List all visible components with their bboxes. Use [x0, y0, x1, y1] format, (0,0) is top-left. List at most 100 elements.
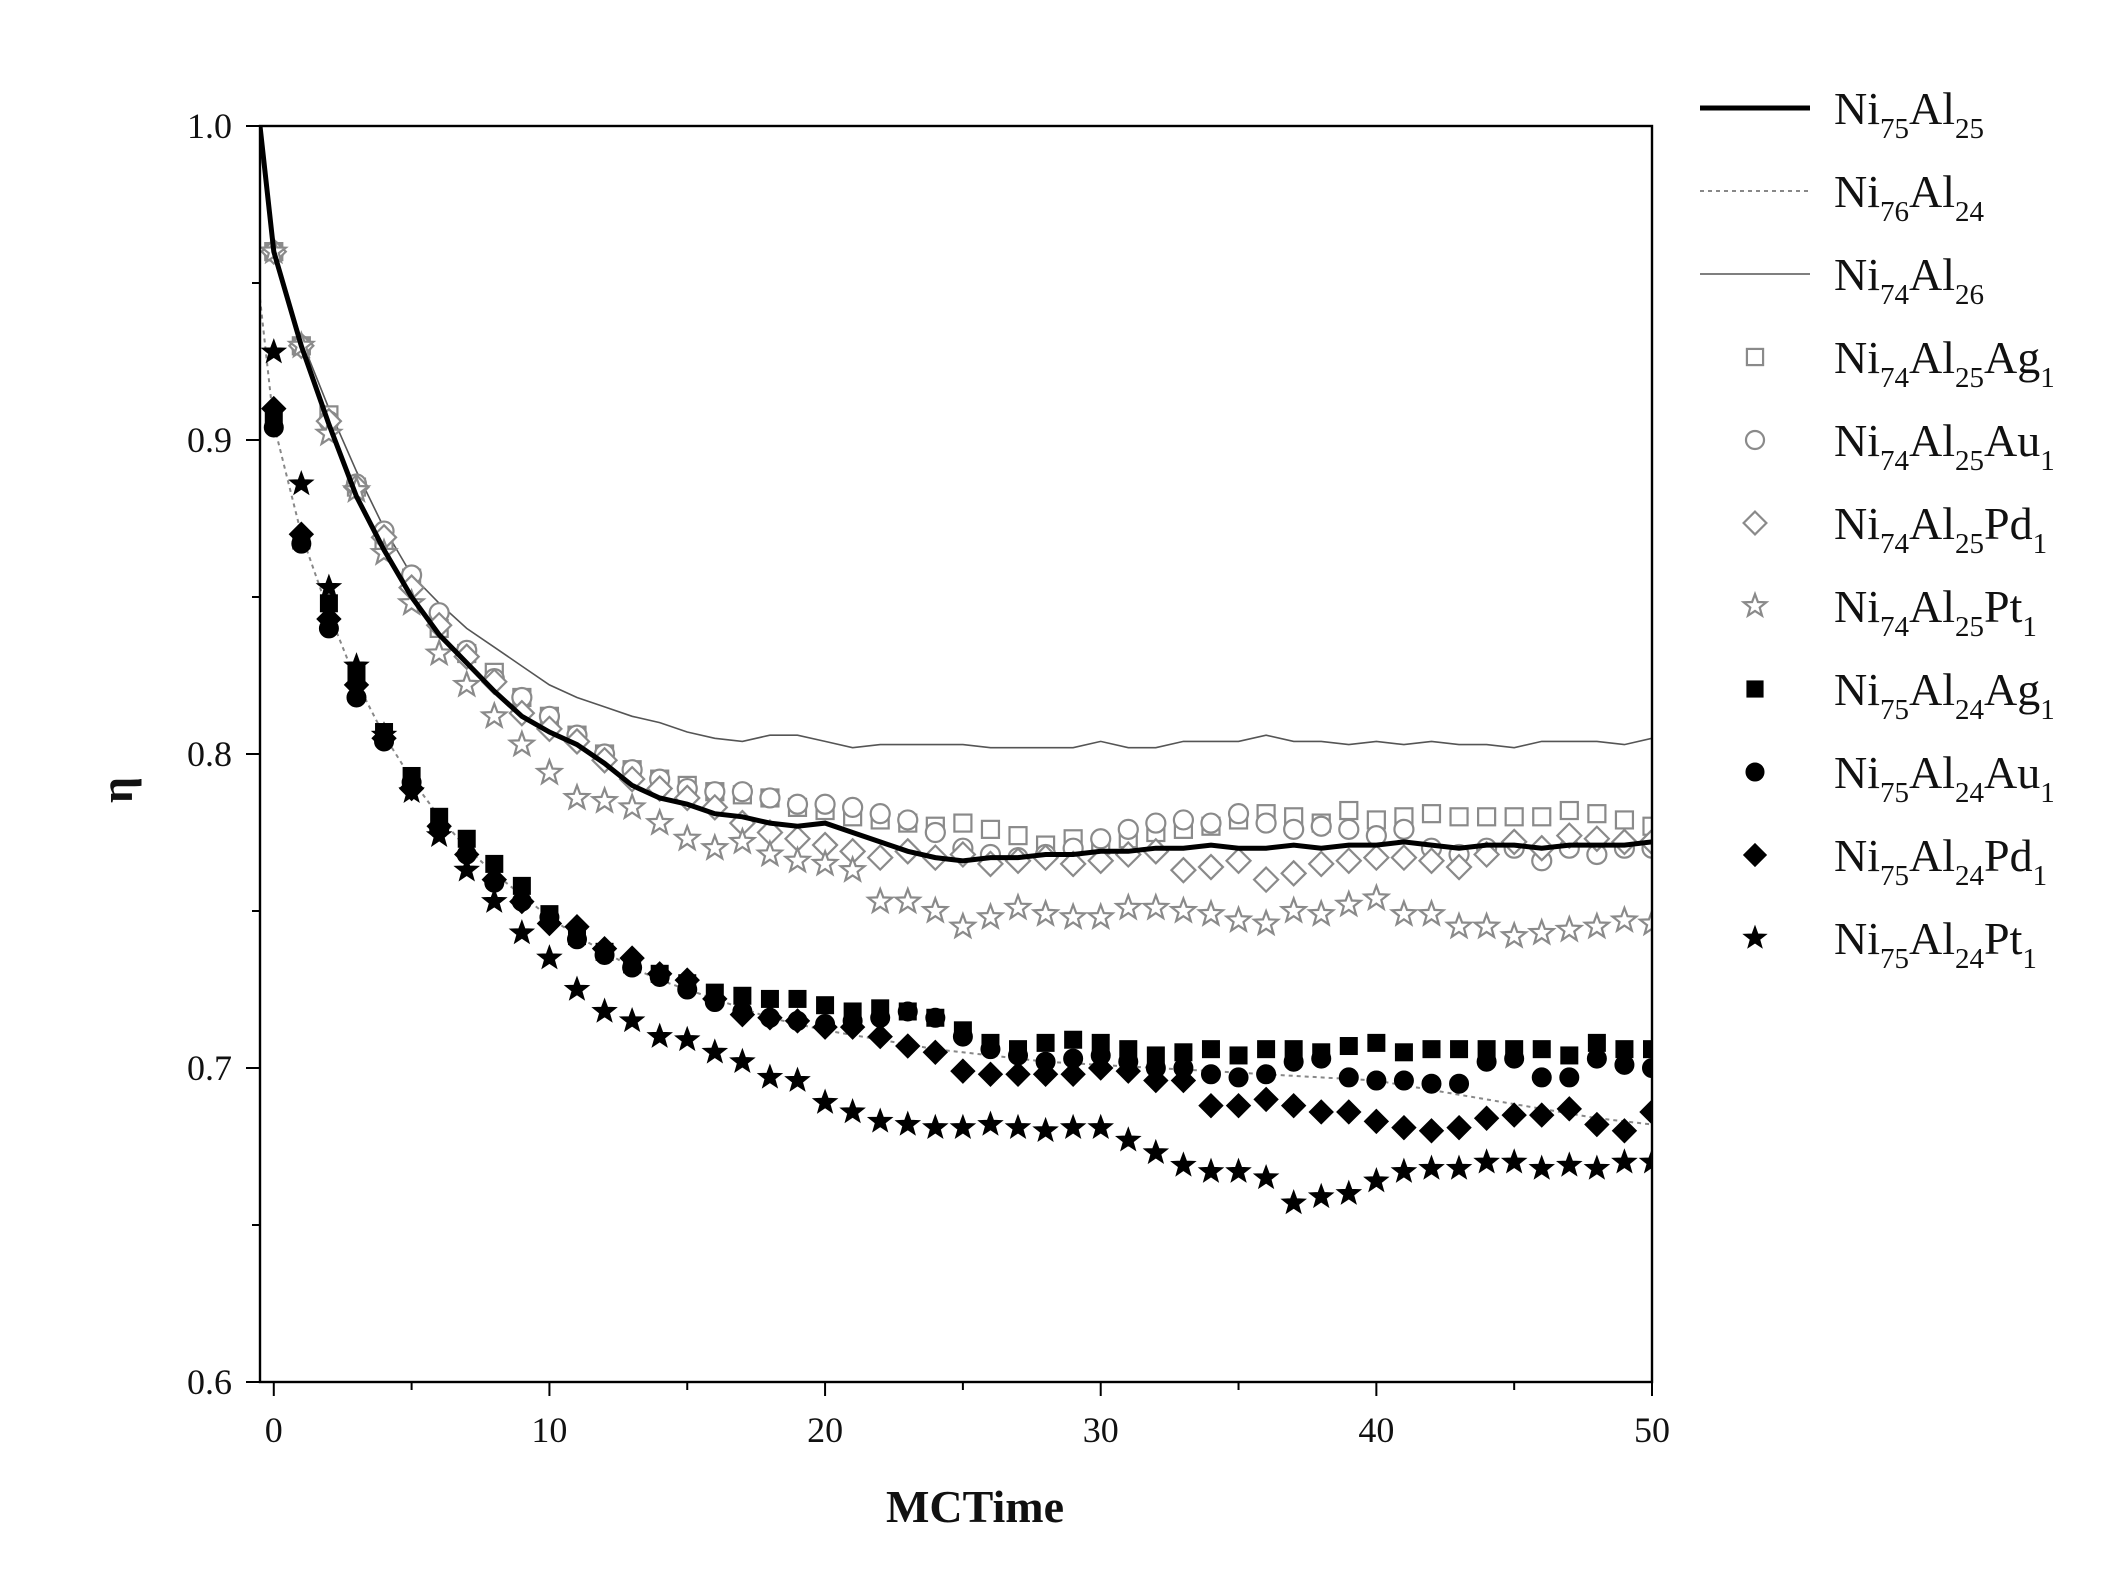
data-point-ni75al24pt1-14 [646, 1022, 673, 1048]
data-point-ni75al24au1-25 [952, 1026, 973, 1047]
data-point-ni74al25pt1-37 [1278, 895, 1309, 924]
data-point-ni75al24au1-37 [1283, 1051, 1304, 1072]
data-point-ni74al25pt1-23 [892, 885, 923, 915]
data-point-ni75al24pd1-47 [1556, 1096, 1583, 1122]
data-point-ni75al24ag1-34 [1201, 1040, 1220, 1059]
data-point-ni74al25pt1-7 [451, 669, 482, 698]
data-point-ni74al25au1-30 [1090, 828, 1112, 850]
data-point-ni74al25pt1-29 [1058, 901, 1089, 930]
data-point-ni74al25pt1-8 [479, 700, 510, 729]
data-point-ni74al25au1-17 [731, 781, 753, 803]
x-tick-label-50: 50 [1634, 1410, 1670, 1450]
data-point-ni75al24au1-26 [980, 1039, 1001, 1060]
data-point-ni75al24pt1-19 [784, 1066, 811, 1092]
axes: 0 10 20 30 40 50 0.6 0.7 0.8 0.9 1.0 [187, 106, 1670, 1450]
data-point-ni75al24pd1-17 [729, 1001, 756, 1028]
data-point-ni75al24pt1-24 [922, 1113, 949, 1139]
legend-marker-ni75al24pt1 [1742, 924, 1768, 949]
data-point-ni74al25pd1-33 [1169, 856, 1197, 884]
data-point-ni74al25pt1-12 [589, 785, 620, 814]
legend-marker-ni74al25ag1 [1745, 347, 1765, 367]
data-point-ni75al24pt1-11 [563, 975, 591, 1001]
data-point-ni75al24pt1-15 [674, 1025, 701, 1052]
data-point-ni75al24ag1-39 [1339, 1037, 1358, 1056]
data-point-ni75al24pt1-42 [1418, 1154, 1445, 1180]
legend-label-ni76al24: Ni76Al24 [1834, 166, 1985, 228]
data-point-ni75al24pd1-12 [591, 935, 618, 962]
y-tick-label-2: 0.8 [187, 734, 232, 774]
data-point-ni75al24au1-39 [1338, 1067, 1359, 1088]
data-point-ni74al25pd1-30 [1087, 847, 1115, 875]
data-point-ni75al24pd1-16 [702, 986, 728, 1012]
data-point-ni74al25pd1-42 [1417, 847, 1446, 875]
data-point-ni75al24pd1-29 [1060, 1061, 1086, 1087]
data-point-ni75al24pt1-29 [1059, 1113, 1087, 1139]
series-line-ni76al24 [260, 298, 1652, 1126]
data-point-ni74al25pt1-49 [1609, 904, 1640, 934]
legend-item-ni74al25pd1: Ni74Al25Pd1 [1742, 498, 2047, 560]
data-point-ni74al25ag1-26 [980, 819, 1001, 839]
data-point-ni74al25pt1-42 [1416, 898, 1447, 927]
data-point-ni75al24pd1-10 [536, 910, 563, 937]
data-point-ni74al25au1-41 [1393, 818, 1415, 840]
data-point-ni75al24pd1-48 [1584, 1111, 1610, 1138]
data-point-ni75al24au1-34 [1200, 1064, 1221, 1085]
legend-label-ni75al24pt1: Ni75Al24Pt1 [1834, 913, 2037, 975]
data-point-ni75al24pt1-46 [1528, 1154, 1555, 1180]
data-point-ni75al24pt1-34 [1197, 1157, 1225, 1183]
data-point-ni75al24au1-50 [1642, 1058, 1652, 1078]
data-point-ni75al24pt1-41 [1390, 1157, 1418, 1183]
data-point-ni74al25pt1-46 [1526, 917, 1557, 946]
data-point-ni75al24pt1-33 [1170, 1151, 1197, 1177]
data-point-ni75al24pd1-18 [757, 1005, 783, 1031]
x-axis-title: MCTime [886, 1481, 1064, 1532]
data-point-ni75al24pt1-1 [288, 470, 315, 496]
data-point-ni74al25pt1-14 [644, 807, 675, 836]
data-point-ni74al25pd1-40 [1362, 844, 1390, 872]
legend-label-ni75al24pd1: Ni75Al24Pd1 [1834, 830, 2047, 892]
data-point-ni75al24ag1-28 [1036, 1033, 1055, 1052]
data-point-ni75al24pd1-13 [619, 945, 645, 971]
data-point-ni75al24pt1-23 [894, 1110, 922, 1136]
data-point-ni75al24pd1-34 [1198, 1092, 1224, 1119]
y-tick-label-1: 0.7 [187, 1048, 232, 1088]
legend-label-ni75al24ag1: Ni75Al24Ag1 [1834, 664, 2055, 726]
data-point-ni75al24ag1-36 [1257, 1040, 1276, 1059]
data-point-ni74al25ag1-46 [1532, 807, 1552, 827]
data-point-ni75al24pt1-40 [1363, 1167, 1390, 1193]
data-point-ni75al24pd1-27 [1005, 1061, 1031, 1087]
data-point-ni75al24pt1-35 [1225, 1157, 1252, 1183]
data-point-ni75al24pd1-36 [1253, 1086, 1279, 1113]
data-point-ni74al25pt1-2 [313, 418, 344, 447]
data-point-ni74al25pt1-17 [727, 826, 758, 855]
data-point-ni75al24au1-49 [1614, 1054, 1635, 1075]
data-point-ni75al24au1-38 [1311, 1048, 1332, 1069]
data-point-ni75al24pd1-46 [1529, 1102, 1555, 1128]
data-point-ni74al25pt1-11 [562, 782, 592, 811]
data-point-ni74al25pt1-33 [1168, 895, 1199, 924]
data-point-ni75al24pt1-17 [729, 1047, 756, 1073]
data-point-ni75al24pt1-10 [536, 944, 563, 970]
data-point-ni74al25ag1-39 [1339, 800, 1359, 821]
data-point-ni75al24pd1-14 [646, 961, 673, 987]
data-point-ni74al25pt1-38 [1306, 898, 1337, 927]
data-point-ni75al24pt1-18 [756, 1063, 784, 1089]
data-point-ni75al24pd1-42 [1418, 1118, 1445, 1144]
data-point-ni74al25pt1-21 [837, 854, 868, 883]
legend-item-ni74al26: Ni74Al26 [1700, 249, 1984, 311]
data-point-ni74al25ag1-50 [1642, 816, 1652, 836]
legend-item-ni75al24au1: Ni75Al24Au1 [1745, 747, 2055, 809]
data-point-ni75al24pt1-0 [260, 338, 288, 364]
data-point-ni74al25pt1-6 [424, 637, 455, 667]
data-point-ni75al24au1-42 [1421, 1073, 1442, 1094]
data-point-ni75al24pd1-0 [261, 395, 287, 422]
data-point-ni75al24pt1-13 [618, 1006, 646, 1033]
data-point-ni75al24pt1-39 [1335, 1179, 1363, 1205]
data-point-ni74al25pd1-22 [866, 844, 894, 872]
data-point-ni74al25au1-20 [814, 793, 836, 815]
data-point-ni75al24ag1-20 [816, 996, 835, 1015]
data-point-ni75al24au1-48 [1586, 1048, 1607, 1069]
data-point-ni75al24ag1-43 [1450, 1040, 1469, 1059]
data-point-ni74al25pd1-44 [1473, 840, 1501, 869]
data-point-ni74al25pd1-29 [1059, 850, 1087, 878]
